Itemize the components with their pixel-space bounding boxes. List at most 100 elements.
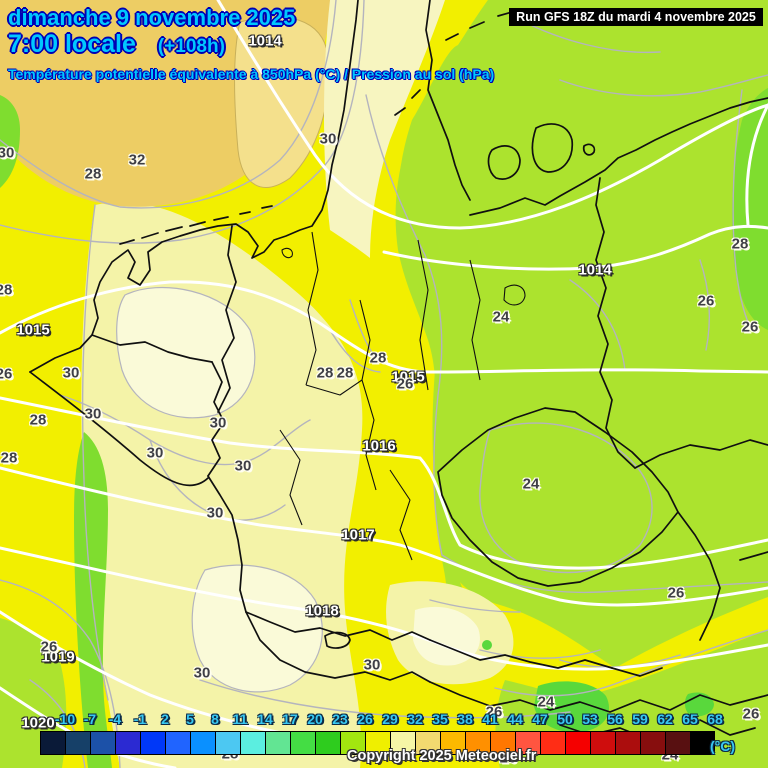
forecast-offset: (+108h) (157, 36, 225, 58)
theta-e-label: 26 (0, 365, 13, 383)
isobar-label: 1014 (248, 32, 282, 50)
theta-e-label: 30 (193, 664, 211, 682)
theta-e-label: 28 (316, 364, 334, 382)
theta-e-label: 24 (522, 475, 540, 493)
run-info-box: Run GFS 18Z du mardi 4 novembre 2025 (509, 8, 763, 26)
colorbar-tick: 41 (482, 711, 498, 727)
theta-e-label: 30 (0, 144, 15, 162)
scale-unit-label: (°C) (710, 738, 736, 754)
colorbar-tick: 26 (357, 711, 373, 727)
header: dimanche 9 novembre 2025 7:00 locale (+10… (8, 6, 494, 82)
state-borders (279, 231, 526, 561)
isobar-label: 1018 (305, 602, 339, 620)
colorbar-cell (465, 731, 490, 755)
colorbar-tick: 44 (507, 711, 523, 727)
colorbar-tick: 29 (382, 711, 398, 727)
time-label: 7:00 locale (8, 30, 136, 59)
colorbar-cell (240, 731, 265, 755)
theta-e-label: 30 (84, 405, 102, 423)
theta-e-label: 28 (0, 281, 13, 299)
green-strip-left-top (0, 95, 20, 188)
colorbar-cell (315, 731, 340, 755)
colorbar-cell (90, 731, 115, 755)
colorbar-tick: 53 (582, 711, 598, 727)
theta-e-label: 26 (485, 703, 503, 721)
colorbar-tick: 65 (682, 711, 698, 727)
green-strip-right (732, 88, 768, 330)
colorbar-tick: 50 (557, 711, 573, 727)
colorbar-cell (365, 731, 390, 755)
colorbar-tick: 56 (607, 711, 623, 727)
theta-e-label: 26 (396, 375, 414, 393)
colorbar-tick: 17 (282, 711, 298, 727)
theta-e-label: 26 (667, 584, 685, 602)
colorbar-tick: 68 (707, 711, 723, 727)
colorbar-tick: 5 (186, 711, 194, 727)
colorbar-cell (565, 731, 590, 755)
theta-e-label: 28 (0, 449, 18, 467)
theta-e-label: 30 (206, 504, 224, 522)
country-borders (29, 0, 768, 741)
theta-e-label: 30 (234, 457, 252, 475)
colorbar-tick: 35 (432, 711, 448, 727)
colorbar-tick: 11 (232, 711, 248, 727)
theta-e-label: 28 (29, 411, 47, 429)
colorbar-tick: 47 (532, 711, 548, 727)
colorbar-cell (490, 731, 515, 755)
theta-e-label: 28 (336, 364, 354, 382)
theta-e-label: 26 (40, 638, 58, 656)
colorbar-cell (690, 731, 715, 755)
theta-e-label: 32 (128, 151, 146, 169)
region-chartreuse-southwest (0, 618, 67, 768)
colorbar-cell (540, 731, 565, 755)
colorbar-tick: 14 (257, 711, 273, 727)
colorbar-cell (190, 731, 215, 755)
theta-e-label: 30 (363, 656, 381, 674)
theta-e-label: 30 (209, 414, 227, 432)
colorbar-cell (590, 731, 615, 755)
colorbar-cell (415, 731, 440, 755)
colorbar-tick: 32 (407, 711, 423, 727)
theta-e-label: 26 (697, 292, 715, 310)
date-title: dimanche 9 novembre 2025 (8, 5, 296, 30)
green-strip-left (74, 432, 112, 768)
colorbar-tick: 2 (161, 711, 169, 727)
green-blob-1 (534, 681, 609, 733)
map-subtitle: Température potentielle équivalente à 85… (8, 66, 495, 83)
colorbar-tick: 20 (307, 711, 323, 727)
isobar-label: 1015 (391, 368, 425, 386)
theta-e-label: 28 (84, 165, 102, 183)
colorbar-cell (115, 731, 140, 755)
isobar-label: 1019 (41, 648, 75, 666)
region-chartreuse-edge (395, 0, 492, 605)
isobar-label: 1016 (362, 437, 396, 455)
colorbar-cell (40, 731, 65, 755)
colorbar-tick: 62 (657, 711, 673, 727)
color-scale-bar (40, 731, 715, 755)
colorbar-cell (665, 731, 690, 755)
copyright-text: Copyright 2025 Meteociel.fr (347, 748, 537, 764)
colorbar-tick: 38 (457, 711, 473, 727)
colorbar-tick: -7 (83, 711, 97, 727)
theta-e-label: 28 (369, 349, 387, 367)
isobar-label: 1017 (341, 526, 375, 544)
colorbar-cell (165, 731, 190, 755)
theta-e-label: 30 (319, 130, 337, 148)
colorbar-tick: 8 (211, 711, 219, 727)
isobar-label: 1015 (16, 321, 50, 339)
colorbar-cell (515, 731, 540, 755)
colorbar-tick: 59 (632, 711, 648, 727)
theta-e-label: 24 (537, 693, 555, 711)
green-blob-2 (482, 640, 492, 650)
theta-e-label: 30 (62, 364, 80, 382)
time-title: 7:00 locale (+108h) (8, 31, 494, 57)
isobar-label: 1014 (578, 261, 612, 279)
colorbar-cell (65, 731, 90, 755)
colorbar-cell (640, 731, 665, 755)
theta-e-label: 26 (742, 705, 760, 723)
colorbar-tick: -1 (133, 711, 147, 727)
colorbar-cell (265, 731, 290, 755)
